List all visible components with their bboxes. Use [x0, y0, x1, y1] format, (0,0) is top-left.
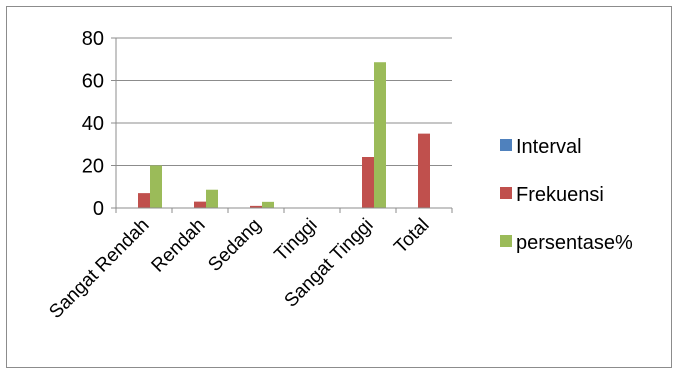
legend-swatch-persentase-	[500, 235, 512, 247]
category-label-5: Total	[390, 215, 433, 258]
bar-persentase--4	[374, 62, 386, 208]
chart-frame	[6, 6, 672, 368]
category-label-0: Sangat Rendah	[45, 215, 153, 323]
bar-frekuensi-1	[194, 201, 206, 208]
y-axis-tick-labels: 0 20 40 60 80	[82, 28, 104, 220]
category-label-1: Rendah	[148, 215, 210, 277]
ytick-label-80: 80	[82, 28, 104, 50]
bar-persentase--1	[206, 189, 218, 208]
ytick-label-0: 0	[93, 198, 104, 220]
bar-frekuensi-5	[418, 133, 430, 208]
legend-label-interval: Interval	[516, 136, 582, 158]
bar-frekuensi-2	[250, 205, 262, 208]
ytick-label-20: 20	[82, 156, 104, 178]
grid-lines	[111, 37, 452, 209]
axes	[115, 38, 453, 213]
bar-persentase--2	[262, 201, 274, 208]
category-label-3: Tinggi	[271, 215, 322, 266]
bar-frekuensi-4	[362, 157, 374, 208]
category-label-2: Sedang	[204, 215, 265, 276]
ytick-label-60: 60	[82, 71, 104, 93]
legend: Interval Frekuensi persentase%	[500, 136, 633, 254]
bar-persentase--0	[150, 165, 162, 208]
bars	[138, 62, 430, 208]
legend-label-persentase-: persentase%	[516, 232, 633, 254]
legend-label-frekuensi: Frekuensi	[516, 184, 604, 206]
bar-frekuensi-0	[138, 193, 150, 208]
legend-swatch-frekuensi	[500, 187, 512, 199]
ytick-label-40: 40	[82, 113, 104, 135]
legend-swatch-interval	[500, 139, 512, 151]
